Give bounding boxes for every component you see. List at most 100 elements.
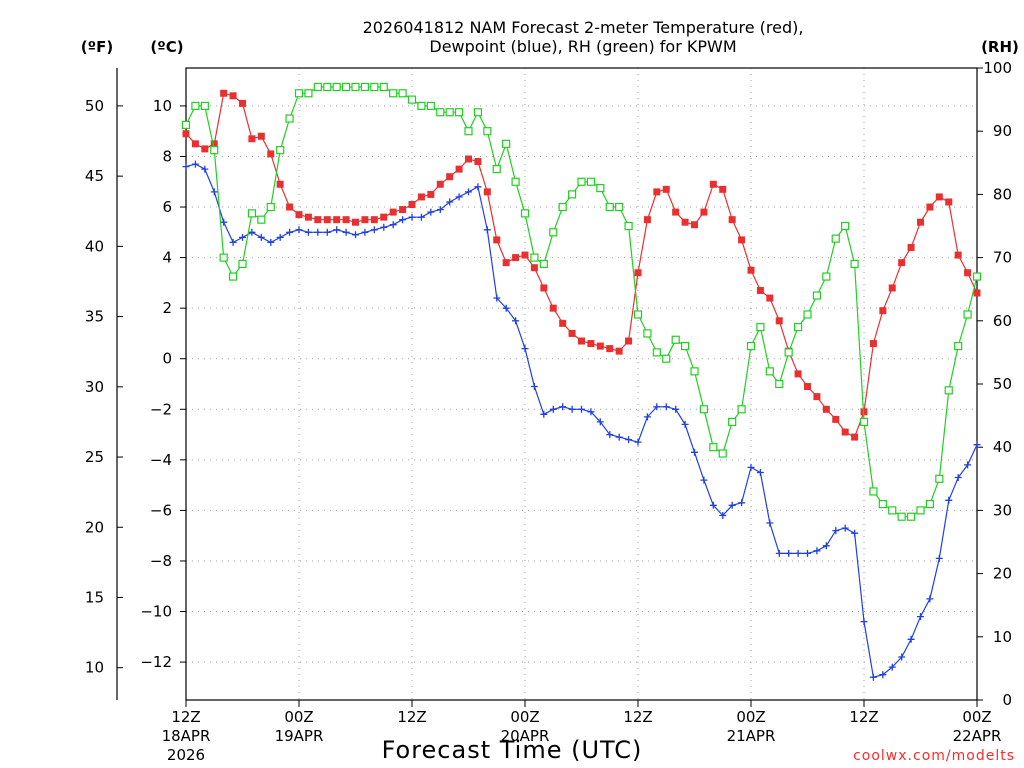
temperature-point <box>483 188 491 196</box>
dewpoint-point <box>210 188 218 196</box>
dewpoint-point <box>907 635 915 643</box>
rh-point <box>313 82 322 92</box>
dewpoint-point <box>973 441 981 449</box>
rh-point <box>841 221 850 231</box>
gridlines <box>186 68 977 700</box>
rh-point <box>935 474 944 483</box>
fahrenheit-tick-label: 40 <box>85 237 104 255</box>
fahrenheit-tick-label: 50 <box>85 97 104 115</box>
rh-tick-label: 10 <box>993 628 1012 646</box>
rh-point <box>379 82 388 92</box>
dewpoint-point <box>399 216 407 224</box>
x-tick-label-time: 00Z <box>736 708 765 726</box>
rh-point <box>596 183 605 193</box>
rh-point <box>436 108 445 117</box>
rh-tick-label: 0 <box>1002 691 1012 709</box>
rh-point <box>304 89 313 98</box>
rh-point <box>577 177 586 186</box>
chart-title-line2: Dewpoint (blue), RH (green) for KPWM <box>429 37 736 56</box>
rh-point <box>567 190 577 199</box>
dewpoint-point <box>229 238 237 246</box>
rh-point <box>605 202 614 212</box>
rh-point <box>737 405 746 414</box>
temperature-markers <box>182 89 981 441</box>
temperature-point <box>926 203 934 211</box>
celsius-unit-label: (ºC) <box>150 38 183 56</box>
x-tick-label-time: 00Z <box>510 708 539 726</box>
dewpoint-point <box>304 228 312 236</box>
rh-tick-label: 80 <box>993 185 1012 203</box>
temperature-point <box>813 393 821 401</box>
dewpoint-point <box>738 499 746 507</box>
rh-point <box>228 272 238 281</box>
temperature-point <box>709 180 717 188</box>
dewpoint-point <box>766 519 774 527</box>
temperature-point <box>879 307 887 315</box>
rh-point <box>793 323 803 332</box>
rh-markers <box>181 82 982 521</box>
temperature-point <box>917 218 924 226</box>
dewpoint-point <box>267 238 275 246</box>
rh-point <box>954 341 963 351</box>
temperature-point <box>333 216 341 224</box>
dewpoint-point <box>672 405 680 413</box>
fahrenheit-tick-label: 45 <box>85 167 104 185</box>
temperature-point <box>738 236 746 244</box>
rh-point <box>200 101 209 111</box>
rh-point <box>690 367 699 376</box>
temperature-point <box>615 347 623 355</box>
rh-point <box>389 89 398 98</box>
rh-point <box>746 341 756 351</box>
temperature-point <box>380 213 388 221</box>
tick-marks: 1086420−2−4−6−8−10−125045403530252015101… <box>85 59 1012 764</box>
dewpoint-point <box>295 226 303 234</box>
dewpoint-point <box>681 420 689 428</box>
temperature-point <box>474 158 482 166</box>
dewpoint-point <box>709 501 717 509</box>
temperature-point <box>182 130 190 138</box>
dewpoint-point <box>427 208 435 216</box>
dewpoint-point <box>455 193 463 201</box>
temperature-point <box>239 99 246 107</box>
temperature-point <box>465 155 472 163</box>
celsius-tick-label: 0 <box>162 350 172 368</box>
temperature-point <box>295 211 303 219</box>
rh-point <box>483 127 492 136</box>
rh-point <box>492 165 501 174</box>
rh-point <box>671 335 680 344</box>
rh-point <box>445 108 454 117</box>
dewpoint-point <box>813 547 821 555</box>
rh-point <box>680 341 690 351</box>
temperature-point <box>559 319 567 327</box>
temperature-point <box>841 428 849 436</box>
dewpoint-line <box>185 163 978 678</box>
rh-unit-label: (RH) <box>981 38 1019 56</box>
dewpoint-point <box>775 549 783 557</box>
fahrenheit-tick-label: 20 <box>85 518 104 536</box>
dewpoint-point <box>804 549 811 557</box>
dewpoint-point <box>606 431 614 439</box>
celsius-tick-label: 6 <box>162 198 172 216</box>
dewpoint-point <box>888 663 896 671</box>
rh-point <box>869 487 878 496</box>
temperature-point <box>888 284 896 292</box>
rh-point <box>181 120 191 129</box>
dewpoint-point <box>945 496 953 504</box>
temperature-point <box>907 243 915 251</box>
temperature-point <box>361 216 369 224</box>
rh-point <box>888 506 897 515</box>
dewpoint-point <box>756 469 764 476</box>
temperature-point <box>417 193 425 201</box>
dewpoint-point <box>643 413 651 421</box>
temperature-point <box>257 132 265 140</box>
dewpoint-point <box>917 613 924 621</box>
temperature-point <box>869 340 877 348</box>
x-tick-label-time: 12Z <box>623 708 652 726</box>
dewpoint-point <box>182 163 190 171</box>
rh-point <box>558 202 567 212</box>
fahrenheit-tick-label: 10 <box>85 659 104 677</box>
rh-point <box>238 259 247 269</box>
dewpoint-point <box>436 206 444 214</box>
rh-point <box>351 82 360 92</box>
rh-point <box>341 82 351 92</box>
